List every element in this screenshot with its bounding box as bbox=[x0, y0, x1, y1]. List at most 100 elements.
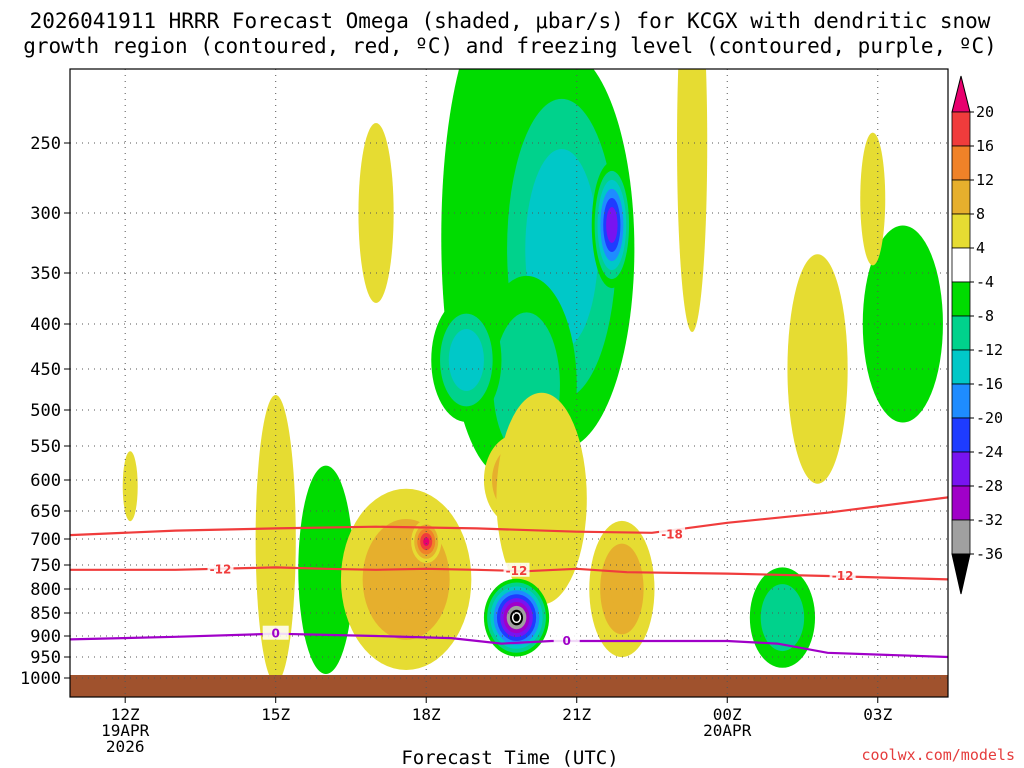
y-tick-label: 850 bbox=[30, 604, 61, 624]
omega-colorbar: 20 16 12 8 4 -4 -8 -12 -16 -20 -24 -28 -32 -36 bbox=[951, 75, 1003, 595]
omega-feature bbox=[496, 392, 587, 605]
x-tick-date: 19APR bbox=[101, 721, 150, 740]
colorbar-segment bbox=[951, 383, 971, 419]
omega-feature bbox=[340, 488, 472, 670]
y-tick-label: 1000 bbox=[20, 669, 61, 689]
chart-title-line-1: 2026041911 HRRR Forecast Omega (shaded, … bbox=[30, 9, 991, 33]
colorbar-label: 20 bbox=[976, 103, 994, 121]
omega-feature bbox=[677, 69, 708, 332]
y-tick-label: 400 bbox=[30, 315, 61, 335]
contour-label-bg bbox=[503, 562, 530, 577]
x-tick-year: 2026 bbox=[106, 737, 145, 756]
contour-0 bbox=[70, 632, 948, 659]
contour-label-bg bbox=[659, 526, 686, 541]
y-tick-label: 500 bbox=[30, 401, 61, 421]
colorbar-label: -8 bbox=[976, 307, 994, 325]
omega-feature bbox=[749, 567, 816, 668]
colorbar-segment bbox=[951, 349, 971, 385]
colorbar-label: 4 bbox=[976, 239, 985, 257]
y-tick-label: 300 bbox=[30, 204, 61, 224]
colorbar-top-arrow bbox=[951, 75, 971, 113]
omega-band bbox=[457, 344, 476, 376]
y-tick-label: 550 bbox=[30, 437, 61, 457]
omega-band bbox=[384, 549, 428, 610]
x-tick-label: 15Z bbox=[261, 705, 290, 724]
omega-band bbox=[882, 274, 923, 374]
omega-band bbox=[519, 445, 565, 552]
colorbar-segment bbox=[951, 213, 971, 249]
colorbar-segment bbox=[951, 417, 971, 453]
x-tick-date: 20APR bbox=[703, 721, 752, 740]
omega-feature bbox=[255, 395, 296, 683]
colorbar-segment bbox=[951, 485, 971, 521]
omega-shading bbox=[122, 69, 943, 683]
x-axis-label: Forecast Time (UTC) bbox=[401, 747, 618, 768]
omega-band bbox=[608, 216, 615, 234]
y-tick-label: 600 bbox=[30, 471, 61, 491]
omega-band bbox=[802, 311, 833, 427]
x-tick-label: 03Z bbox=[863, 705, 892, 724]
colorbar-label: -16 bbox=[976, 375, 1003, 393]
omega-core-outline bbox=[511, 612, 522, 624]
omega-feature bbox=[483, 578, 550, 657]
x-tick-label: 21Z bbox=[562, 705, 591, 724]
omega-feature bbox=[787, 254, 848, 484]
x-tick-label: 18Z bbox=[412, 705, 441, 724]
y-tick-label: 250 bbox=[30, 134, 61, 154]
x-tick-label: 12Z bbox=[111, 705, 140, 724]
y-tick-label: 450 bbox=[30, 360, 61, 380]
omega-band bbox=[543, 199, 580, 299]
colorbar-label: -12 bbox=[976, 341, 1003, 359]
colorbar-segment bbox=[951, 519, 971, 555]
omega-feature bbox=[431, 298, 502, 422]
omega-band bbox=[265, 467, 286, 611]
colorbar-segment bbox=[951, 179, 971, 215]
ground-layer bbox=[70, 675, 948, 697]
colorbar-label: -32 bbox=[976, 511, 1003, 529]
colorbar-segment bbox=[951, 315, 971, 351]
contour-lines: -18 -12 -12 -12 0 0 bbox=[70, 496, 948, 659]
colorbar-label: 8 bbox=[976, 205, 985, 223]
omega-band bbox=[126, 468, 135, 504]
colorbar-label: -28 bbox=[976, 477, 1003, 495]
omega-feature bbox=[860, 132, 886, 266]
y-tick-label: 900 bbox=[30, 627, 61, 647]
colorbar-label: -20 bbox=[976, 409, 1003, 427]
colorbar-segment bbox=[951, 145, 971, 181]
y-tick-label: 800 bbox=[30, 580, 61, 600]
omega-feature bbox=[122, 451, 138, 522]
contour--12 bbox=[70, 566, 948, 581]
colorbar-label: 16 bbox=[976, 137, 994, 155]
y-tick-label: 350 bbox=[30, 264, 61, 284]
omega-band bbox=[684, 69, 700, 238]
colorbar-label: 12 bbox=[976, 171, 994, 189]
y-tick-label: 700 bbox=[30, 530, 61, 550]
omega-band bbox=[513, 613, 520, 622]
contour-label-bg bbox=[207, 561, 234, 576]
contour-label: -12 bbox=[210, 562, 232, 576]
gridlines bbox=[70, 69, 948, 697]
colorbar-segment bbox=[951, 451, 971, 487]
credit-link[interactable]: coolwx.com/models bbox=[861, 746, 1015, 764]
y-tick-label: 650 bbox=[30, 502, 61, 522]
contour-label-bg bbox=[829, 568, 856, 583]
contour-label: 0 bbox=[563, 634, 571, 648]
colorbar-label: -36 bbox=[976, 545, 1003, 563]
contour-label-bg bbox=[553, 633, 580, 648]
colorbar-label: -4 bbox=[976, 273, 994, 291]
x-tick-label: 00Z bbox=[713, 705, 742, 724]
omega-band bbox=[771, 600, 794, 635]
contour-label: -18 bbox=[661, 528, 683, 542]
contour-label: -12 bbox=[832, 569, 854, 583]
y-tick-label: 750 bbox=[30, 556, 61, 576]
omega-feature bbox=[862, 225, 943, 423]
colorbar-segment bbox=[951, 247, 971, 283]
y-tick-label: 950 bbox=[30, 648, 61, 668]
colorbar-label: -24 bbox=[976, 443, 1003, 461]
omega-band bbox=[866, 165, 880, 233]
omega-feature bbox=[591, 161, 632, 289]
pressure-axis: 250 300 350 400 450 500 550 600 650 700 750 800 850 9… bbox=[20, 134, 70, 689]
contour-label: 0 bbox=[272, 627, 280, 641]
